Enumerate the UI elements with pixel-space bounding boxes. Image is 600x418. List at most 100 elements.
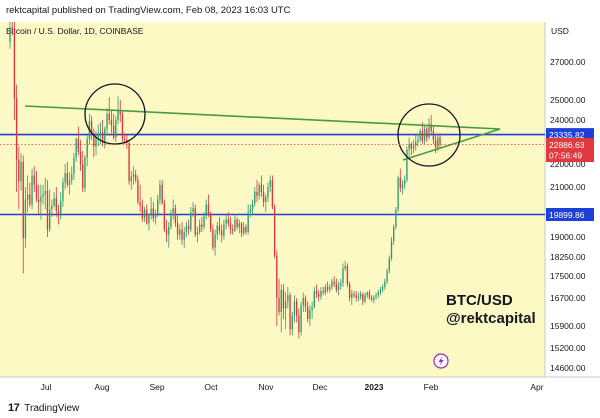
candle-body	[412, 145, 415, 149]
x-tick-label: Aug	[94, 382, 109, 392]
tradingview-logo-icon: 17	[8, 402, 20, 414]
candle-body	[223, 224, 225, 236]
candle-body	[77, 138, 80, 152]
candle-body	[106, 114, 108, 129]
candle-body	[148, 215, 150, 224]
candle-body	[55, 198, 57, 211]
candle-body	[176, 223, 179, 235]
candle-body	[216, 225, 218, 235]
descending-trendline	[24, 105, 501, 130]
candle-body	[373, 296, 375, 300]
candle-body	[95, 137, 97, 147]
candle-body	[179, 229, 181, 235]
candle-body	[280, 289, 282, 312]
candle-body	[243, 227, 245, 234]
candle-body	[154, 214, 157, 219]
candle-body	[355, 295, 357, 298]
candle-body	[329, 287, 331, 290]
candle-body	[227, 219, 229, 224]
candle-body	[143, 209, 146, 219]
candle-body	[115, 120, 117, 138]
candle-body	[141, 205, 143, 219]
candle-body	[82, 164, 84, 189]
currency-label: USD	[551, 26, 569, 36]
candle-body	[139, 202, 141, 206]
x-tick-label: Dec	[312, 382, 328, 392]
candle-body	[20, 161, 22, 182]
candle-body	[437, 137, 439, 148]
candle-body	[346, 265, 349, 285]
candle-body	[201, 224, 203, 227]
annotation-author: @rektcapital	[446, 310, 536, 327]
candle-body	[401, 184, 404, 189]
candle-body	[121, 114, 124, 139]
candle-body	[51, 205, 53, 210]
candle-body	[291, 315, 293, 330]
candle-body	[194, 208, 196, 235]
candle-body	[101, 132, 104, 144]
candle-body	[366, 292, 368, 296]
candle-body	[260, 184, 263, 192]
candle-body	[73, 157, 75, 175]
price-chart[interactable]: Bitcoin / U.S. Dollar, 1D, COINBASE USD …	[0, 22, 600, 398]
candle-body	[426, 128, 428, 138]
candle-body	[333, 281, 335, 285]
candle-body	[53, 198, 55, 206]
candle-body	[130, 176, 132, 182]
candle-body	[311, 306, 313, 311]
candle-body	[404, 180, 406, 185]
candle-body	[377, 292, 379, 296]
candle-body	[31, 175, 33, 205]
candle-body	[313, 291, 315, 307]
candle-body	[66, 173, 69, 185]
candle-body	[247, 212, 249, 232]
candle-body	[128, 143, 130, 182]
candle-body	[324, 287, 327, 293]
candle-body	[207, 204, 210, 214]
candle-body	[359, 293, 362, 297]
candle-body	[390, 241, 393, 259]
candle-body	[146, 209, 148, 224]
candle-body	[212, 229, 214, 248]
candle-body	[421, 131, 424, 141]
candle-body	[150, 208, 152, 216]
lightning-icon[interactable]	[433, 353, 449, 369]
candle-body	[386, 270, 388, 282]
y-tick-label: 18250.00	[550, 252, 586, 262]
candle-body	[221, 230, 223, 236]
candle-body	[439, 137, 441, 145]
candle-body	[97, 135, 99, 138]
candle-body	[18, 159, 20, 182]
candle-body	[9, 27, 11, 42]
y-tick-label: 27000.00	[550, 57, 586, 67]
candle-body	[368, 292, 371, 298]
candle-body	[381, 287, 384, 290]
candle-body	[108, 114, 110, 120]
annotation-pair: BTC/USD	[446, 292, 513, 309]
candle-body	[428, 124, 430, 138]
candle-body	[181, 229, 183, 240]
level-price-label: 19899.86	[549, 210, 585, 220]
candle-body	[35, 184, 38, 200]
candle-body	[238, 223, 241, 227]
candle-body	[240, 223, 243, 234]
tradingview-brand[interactable]: TradingView	[24, 402, 80, 414]
candle-body	[251, 203, 254, 210]
candle-body	[348, 284, 351, 298]
candle-body	[284, 301, 287, 309]
x-tick-label: Nov	[258, 382, 274, 392]
y-tick-label: 25000.00	[550, 95, 586, 105]
candle-body	[357, 296, 360, 298]
candle-body	[68, 180, 71, 185]
candle-body	[86, 138, 88, 158]
candle-body	[159, 184, 161, 200]
candle-body	[399, 177, 401, 189]
candle-body	[375, 295, 377, 297]
candle-body	[218, 225, 221, 231]
candle-body	[13, 30, 16, 99]
candle-body	[163, 203, 166, 230]
candle-body	[62, 182, 64, 201]
candle-body	[337, 285, 340, 290]
candle-body	[307, 306, 309, 319]
candle-body	[351, 293, 353, 298]
